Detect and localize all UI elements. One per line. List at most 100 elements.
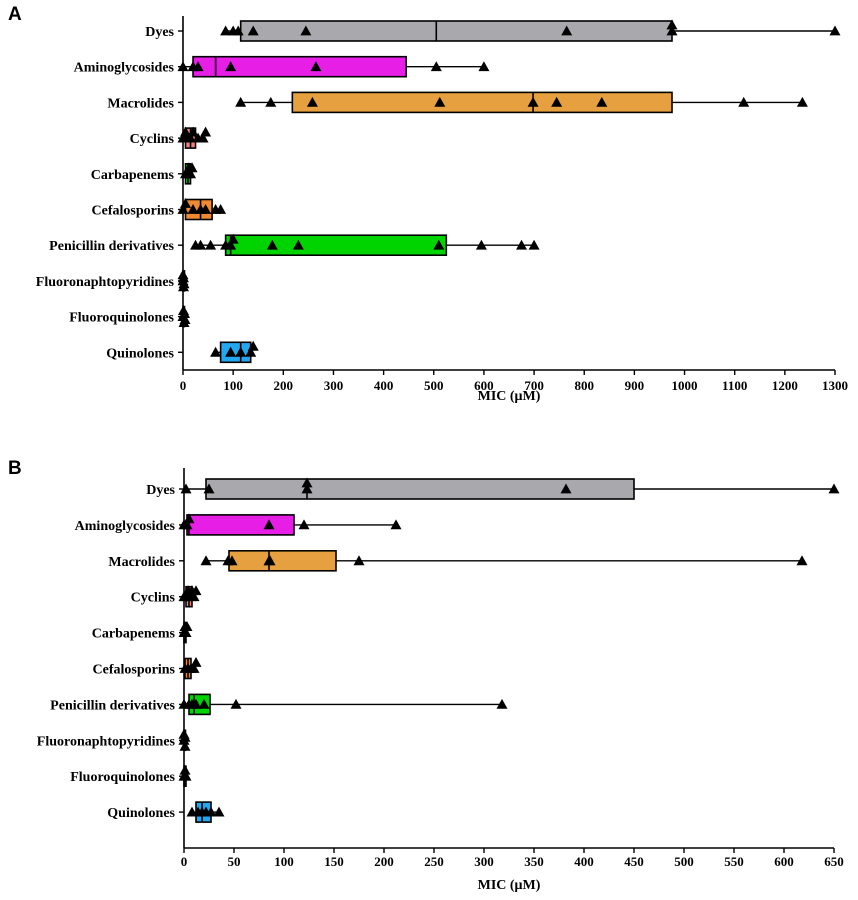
- panel-a-data-point: [829, 25, 841, 36]
- panel-a-category-fluoroquinolones: Fluoroquinolones: [69, 305, 191, 328]
- panel-a-category-quinolones: Quinolones: [106, 340, 259, 364]
- panel-b-categories: Dyes Aminoglycosides Macrolides Cyclins Carb…: [37, 477, 840, 823]
- panel-b-x-tick-label: 200: [374, 854, 394, 869]
- panel-a-category-dyes: Dyes: [145, 19, 841, 42]
- panel-a-data-point: [225, 239, 237, 250]
- panel-a-x-ticks: 0 100 200 300 400 500 600 700 800 900 1000 1100 1200…: [180, 370, 848, 393]
- panel-a-letter: A: [8, 4, 22, 25]
- panel-a-x-tick-label: 200: [274, 378, 294, 393]
- panel-a-x-tick-label: 1100: [722, 378, 747, 393]
- panel-a-x-tick-label: 500: [424, 378, 444, 393]
- panel-b-x-tick-label: 350: [524, 854, 544, 869]
- panel-b-data-point: [828, 483, 840, 494]
- panel-b-category-label: Carbapenems: [92, 627, 176, 642]
- panel-a-data-point: [227, 233, 239, 244]
- panel-a-data-point: [215, 204, 227, 214]
- panel-b-data-point: [263, 519, 275, 530]
- panel-b-data-point: [560, 483, 572, 494]
- panel-a-data-point: [179, 314, 191, 324]
- panel-b-data-point: [203, 483, 215, 494]
- panel-a-data-point: [551, 96, 563, 107]
- panel-b-data-point: [190, 657, 202, 667]
- panel-a-data-point: [247, 340, 259, 351]
- panel-b-category-label: Aminoglycosides: [75, 519, 176, 534]
- panel-b-box: [228, 549, 337, 572]
- panel-a-categories: Dyes Aminoglycosides Macrolides Cyclins Carb…: [36, 19, 841, 364]
- panel-b-x-tick-label: 300: [474, 854, 494, 869]
- panel-a-x-tick-label: 400: [374, 378, 394, 393]
- panel-a-data-point: [180, 198, 192, 208]
- panel-b-data-point: [183, 513, 195, 524]
- panel-b-x-tick-label: 50: [228, 854, 241, 869]
- panel-a-category-penicillin-derivatives: Penicillin derivatives: [49, 233, 540, 256]
- panel-a-data-point: [235, 346, 247, 357]
- panel-b-x-tick-label: 400: [574, 854, 594, 869]
- panel-a-data-point: [197, 132, 209, 143]
- panel-a-data-point: [235, 96, 247, 107]
- panel-b-data-point: [179, 764, 191, 775]
- panel-a: A Dyes Aminoglycosides Macrolides Cyclins Ca…: [8, 4, 848, 404]
- panel-a-category-fluoronaphtopyridines: Fluoronaphtopyridines: [36, 269, 190, 292]
- panel-b-category-label: Macrolides: [108, 555, 175, 570]
- panel-a-x-tick-label: 300: [324, 378, 344, 393]
- panel-b-x-tick-label: 450: [624, 854, 644, 869]
- panel-b-x-tick-label: 0: [181, 854, 188, 869]
- panel-b-data-point: [264, 555, 276, 566]
- panel-a-data-point: [220, 25, 232, 36]
- panel-b-data-point: [181, 519, 193, 530]
- panel-b-box: [186, 514, 295, 536]
- panel-a-box: [192, 55, 407, 78]
- panel-a-data-point: [179, 308, 191, 318]
- panel-a-data-point: [195, 239, 207, 250]
- panel-a-box: [224, 234, 448, 256]
- panel-b-category-dyes: Dyes: [146, 477, 840, 500]
- panel-a-x-axis-title: MIC (μM): [478, 389, 541, 404]
- panel-a-category-label: Penicillin derivatives: [49, 239, 174, 254]
- panel-b-category-fluoronaphtopyridines: Fluoronaphtopyridines: [37, 728, 191, 752]
- panel-a-data-point: [225, 61, 237, 72]
- panel-a-data-point: [177, 204, 189, 214]
- panel-a-data-point: [187, 126, 199, 137]
- panel-a-data-point: [178, 272, 190, 283]
- panel-b: B Dyes Aminoglycosides Macrolides Cyclins Ca…: [8, 458, 844, 893]
- panel-b-data-point: [180, 627, 192, 637]
- panel-b-data-point: [188, 591, 200, 602]
- panel-a-data-point: [178, 278, 190, 289]
- panel-b-category-cyclins: Cyclins: [131, 585, 202, 608]
- panel-a-category-cyclins: Cyclins: [130, 126, 212, 149]
- panel-b-data-point: [180, 483, 192, 494]
- panel-b-data-point: [230, 698, 242, 709]
- panel-a-category-label: Aminoglycosides: [74, 61, 175, 76]
- panel-a-data-point: [561, 25, 573, 36]
- panel-a-data-point: [300, 25, 312, 36]
- panel-a-x-tick-label: 1300: [822, 378, 848, 393]
- panel-a-data-point: [738, 96, 750, 107]
- panel-a-data-point: [516, 239, 528, 250]
- panel-b-data-point: [179, 731, 191, 742]
- panel-b-category-label: Penicillin derivatives: [50, 698, 175, 713]
- panel-b-category-aminoglycosides: Aminoglycosides: [75, 513, 402, 536]
- panel-b-x-tick-label: 250: [424, 854, 444, 869]
- panel-b-category-fluoroquinolones: Fluoroquinolones: [70, 764, 192, 788]
- panel-b-data-point: [301, 483, 313, 494]
- panel-b-box: [205, 478, 635, 500]
- panel-b-category-label: Cefalosporins: [93, 663, 176, 678]
- panel-a-data-point: [430, 61, 442, 72]
- panel-a-data-point: [596, 96, 608, 107]
- panel-a-data-point: [200, 204, 212, 214]
- panel-a-data-point: [666, 25, 678, 36]
- panel-b-x-tick-label: 650: [824, 854, 844, 869]
- panel-a-x-tick-label: 1000: [672, 378, 698, 393]
- panel-a-data-point: [796, 96, 808, 107]
- panel-a-category-label: Quinolones: [106, 346, 174, 361]
- panel-b-category-label: Quinolones: [107, 806, 175, 821]
- panel-b-data-point: [179, 740, 191, 751]
- panel-b-data-point: [390, 519, 402, 530]
- panel-a-box: [219, 341, 252, 364]
- panel-a-data-point: [177, 61, 189, 72]
- panel-a-data-point: [306, 96, 318, 107]
- panel-b-data-point: [188, 663, 200, 673]
- panel-a-category-carbapenems: Carbapenems: [91, 162, 198, 185]
- panel-b-data-point: [213, 806, 225, 817]
